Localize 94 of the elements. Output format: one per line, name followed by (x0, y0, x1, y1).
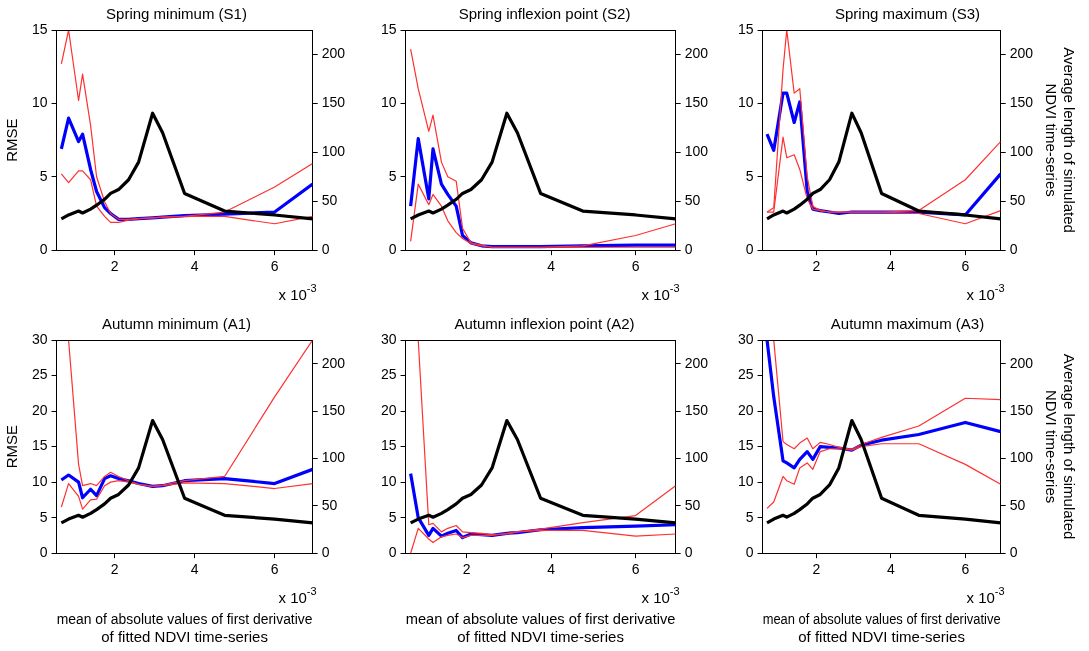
x-tick-label: 6 (270, 561, 279, 578)
y-tick-label: 15 (737, 437, 754, 454)
y2-tick-label: 200 (321, 45, 346, 62)
x-tick-label: 6 (631, 561, 640, 578)
y-tick-label: 15 (380, 437, 397, 454)
y-tick-label: 10 (31, 472, 48, 489)
y2-tick-label: 50 (321, 496, 338, 513)
y-tick-label: 25 (31, 366, 48, 383)
y-tick-label: 30 (737, 330, 754, 347)
y2-tick-label: 50 (321, 192, 338, 209)
chart-title: Spring inflexion point (S2) (458, 5, 631, 23)
x-tick-label: 4 (547, 258, 556, 275)
y-tick-label: 25 (380, 366, 397, 383)
x-tick-label: 6 (961, 561, 970, 578)
y2-tick-label: 50 (684, 496, 701, 513)
y-tick-label: 10 (380, 94, 397, 111)
y2-tick-label: 100 (1009, 143, 1034, 160)
y2-tick-label: 0 (1009, 544, 1018, 561)
y2-tick-label: 150 (321, 94, 346, 111)
x-tick-label: 4 (190, 258, 199, 275)
x-tick-label: 2 (110, 561, 119, 578)
y2-tick-label: 150 (1009, 94, 1034, 111)
y-tick-label: 15 (737, 20, 754, 37)
y-tick-label: 15 (31, 20, 48, 37)
y2-tick-label: 200 (684, 354, 709, 371)
y-tick-label: 0 (39, 241, 48, 258)
x-axis-title: mean of absolute values of first derivative of fitted NDVI time-series (405, 611, 676, 646)
y-tick-label: 0 (745, 241, 754, 258)
y2-tick-label: 150 (1009, 401, 1034, 418)
x-tick-label: 4 (887, 258, 896, 275)
x-tick-label: 2 (462, 258, 471, 275)
y2-tick-label: 50 (1009, 496, 1026, 513)
y-tick-label: 10 (737, 472, 754, 489)
y2-tick-label: 100 (321, 143, 346, 160)
x-tick-label: 6 (631, 258, 640, 275)
y-tick-label: 0 (388, 544, 397, 561)
y-tick-label: 30 (380, 330, 397, 347)
y2-tick-label: 0 (321, 241, 330, 258)
y2-tick-label: 150 (684, 401, 709, 418)
y2-tick-label: 0 (684, 544, 693, 561)
x-tick-label: 2 (110, 258, 119, 275)
y-tick-label: 15 (380, 20, 397, 37)
y-tick-label: 0 (388, 241, 397, 258)
x-tick-label: 4 (887, 561, 896, 578)
y2-tick-label: 0 (321, 544, 330, 561)
y2-tick-label: 200 (321, 354, 346, 371)
y2-tick-label: 100 (1009, 449, 1034, 466)
chart-title: Autumn minimum (A1) (101, 315, 252, 333)
y-tick-label: 10 (31, 94, 48, 111)
y-tick-label: 5 (745, 167, 754, 184)
y-tick-label: 5 (388, 167, 397, 184)
y2-axis-title: Average length of simulated NDVI time-series (1042, 47, 1078, 233)
y-tick-label: 25 (737, 366, 754, 383)
y-tick-label: 5 (745, 508, 754, 525)
y-tick-label: 0 (745, 544, 754, 561)
y-tick-label: 20 (380, 401, 397, 418)
x-tick-label: 6 (270, 258, 279, 275)
y-tick-label: 10 (380, 472, 397, 489)
y2-tick-label: 100 (684, 449, 709, 466)
y-tick-label: 15 (31, 437, 48, 454)
x-tick-label: 6 (961, 258, 970, 275)
x-tick-label: 4 (547, 561, 556, 578)
y2-tick-label: 200 (684, 45, 709, 62)
y2-tick-label: 150 (684, 94, 709, 111)
y2-tick-label: 200 (1009, 45, 1034, 62)
y-tick-label: 30 (31, 330, 48, 347)
y2-axis-title: Average length of simulated NDVI time-series (1042, 353, 1078, 540)
y-tick-label: 5 (388, 508, 397, 525)
y2-tick-label: 100 (684, 143, 709, 160)
chart-title: Autumn maximum (A3) (830, 315, 985, 333)
chart-title: Spring maximum (S3) (834, 5, 981, 23)
y-tick-label: 5 (39, 508, 48, 525)
x-tick-label: 4 (190, 561, 199, 578)
y2-tick-label: 50 (1009, 192, 1026, 209)
x-tick-label: 2 (812, 561, 821, 578)
y2-tick-label: 0 (1009, 241, 1018, 258)
y-axis-title: RMSE (3, 424, 21, 469)
y-tick-label: 20 (31, 401, 48, 418)
y-axis-title: RMSE (3, 118, 21, 162)
y-tick-label: 10 (737, 94, 754, 111)
x-axis-title: mean of absolute values of first derivative of fitted NDVI time-series (762, 610, 1001, 646)
chart-title: Autumn inflexion point (A2) (454, 315, 635, 333)
y2-tick-label: 0 (684, 241, 693, 258)
x-tick-label: 2 (812, 258, 821, 275)
y2-tick-label: 200 (1009, 354, 1034, 371)
y-tick-label: 20 (737, 401, 754, 418)
y2-tick-label: 100 (321, 449, 346, 466)
y-tick-label: 5 (39, 167, 48, 184)
y2-tick-label: 50 (684, 192, 701, 209)
y2-tick-label: 150 (321, 401, 346, 418)
x-axis-title: mean of absolute values of first derivative of fitted NDVI time-series (56, 610, 313, 646)
chart-title: Spring minimum (S1) (106, 5, 247, 23)
x-tick-label: 2 (462, 561, 471, 578)
y-tick-label: 0 (39, 544, 48, 561)
